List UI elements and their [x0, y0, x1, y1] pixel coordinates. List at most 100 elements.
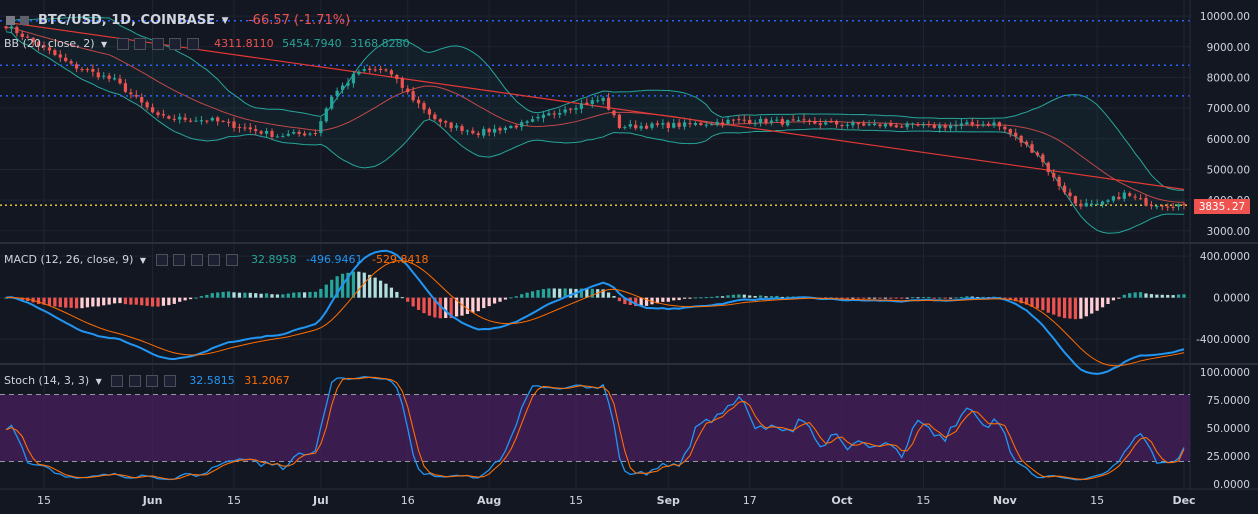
macd-histogram-bar	[1068, 297, 1072, 319]
price-axis-label: 3000.00	[1207, 226, 1250, 238]
candle-body	[639, 126, 643, 129]
macd-histogram-bar	[80, 297, 84, 309]
candle-body	[1046, 162, 1050, 173]
candle-body	[655, 123, 660, 125]
macd-histogram-bar	[1062, 297, 1067, 319]
candle-body	[644, 125, 649, 129]
macd-histogram-bar	[47, 297, 52, 306]
candle-body	[340, 85, 345, 90]
candle-body	[807, 120, 812, 122]
eye-icon[interactable]	[155, 254, 168, 266]
candle-body	[905, 123, 909, 128]
candle-body	[758, 118, 763, 123]
macd-histogram-bar	[1122, 294, 1126, 298]
plus-icon[interactable]	[169, 38, 182, 50]
candle-body	[378, 68, 383, 71]
candle-body	[313, 132, 318, 134]
candle-body	[623, 127, 627, 129]
candle-body	[64, 57, 68, 62]
macd-histogram-bar	[286, 293, 290, 298]
header-bar: BTC/USD, 1D, COINBASE ▼ -66.57 (-1.71%)	[6, 13, 350, 28]
macd-histogram-bar	[205, 294, 209, 298]
macd-histogram-bar	[715, 296, 719, 298]
macd-histogram-bar	[1035, 297, 1040, 309]
plus-icon[interactable]	[146, 375, 159, 387]
chevron-down-icon[interactable]: ▼	[101, 40, 108, 49]
candle-body	[1149, 205, 1154, 207]
braces-icon[interactable]	[190, 254, 203, 266]
candle-body	[824, 122, 828, 125]
macd-histogram-bar	[726, 295, 730, 298]
candle-body	[693, 123, 698, 126]
close-icon[interactable]	[225, 254, 238, 266]
gear-icon[interactable]	[134, 38, 147, 50]
macd-histogram-bar	[1030, 297, 1034, 307]
candle-body	[330, 96, 334, 109]
candle-body	[1084, 203, 1088, 207]
macd-histogram-bar	[601, 289, 605, 298]
chevron-down-icon[interactable]: ▼	[95, 377, 102, 386]
macd-histogram-bar	[786, 296, 790, 298]
macd-histogram-bar	[145, 297, 149, 306]
macd-histogram-bar	[330, 279, 334, 298]
eye-icon[interactable]	[116, 38, 129, 50]
macd-histogram-bar	[156, 297, 160, 307]
candle-body	[384, 69, 388, 71]
candle-body	[471, 130, 475, 134]
macd-histogram-bar	[769, 296, 774, 298]
candle-body	[927, 124, 931, 126]
macd-histogram-bar	[134, 297, 138, 305]
macd-histogram-bar	[1024, 297, 1029, 305]
stoch-axis-label: 75.0000	[1207, 395, 1250, 407]
macd-histogram-bar	[476, 297, 480, 312]
candle-body	[1090, 203, 1094, 205]
price-axis-label: 5000.00	[1207, 164, 1250, 176]
macd-histogram-bar	[368, 274, 372, 298]
candle-body	[1073, 196, 1078, 204]
eye-icon[interactable]	[111, 375, 124, 387]
price-axis-label: 6000.00	[1207, 134, 1250, 146]
macd-histogram-bar	[1155, 294, 1159, 298]
macd-histogram-bar	[943, 297, 947, 299]
candle-body	[91, 68, 95, 72]
macd-histogram-bar	[1176, 294, 1181, 298]
chevron-down-icon[interactable]: ▼	[139, 256, 147, 265]
macd-value-hist: 32.8958	[251, 253, 297, 266]
symbol-icon	[6, 16, 15, 25]
macd-legend-name[interactable]: MACD (12, 26, close, 9)	[4, 253, 134, 266]
macd-histogram-bar	[867, 297, 871, 299]
candle-body	[433, 114, 437, 120]
bb-upper-line	[5, 16, 1185, 191]
close-icon[interactable]	[186, 38, 199, 50]
candle-body	[986, 123, 991, 126]
macd-histogram-bar	[514, 296, 518, 298]
macd-histogram-bar	[547, 288, 551, 298]
candle-body	[134, 95, 138, 97]
stoch-axis-label: 25.0000	[1207, 451, 1250, 463]
macd-histogram-bar	[1090, 297, 1094, 314]
braces-icon[interactable]	[151, 38, 164, 50]
chevron-down-icon[interactable]: ▼	[221, 15, 229, 26]
candle-body	[634, 124, 638, 129]
symbol-title[interactable]: BTC/USD, 1D, COINBASE	[38, 13, 216, 28]
close-icon[interactable]	[163, 375, 176, 387]
candle-body	[726, 119, 730, 125]
candle-body	[183, 117, 187, 120]
gear-icon[interactable]	[173, 254, 186, 266]
macd-histogram-bar	[232, 292, 236, 298]
price-tag: 3835.27	[1194, 199, 1250, 214]
plus-icon[interactable]	[208, 254, 221, 266]
candle-body	[742, 119, 746, 121]
candle-body	[574, 108, 578, 110]
macd-histogram-bar	[357, 271, 361, 298]
macd-histogram-bar	[894, 297, 898, 299]
stoch-legend-name[interactable]: Stoch (14, 3, 3)	[4, 374, 90, 387]
candle-body	[764, 119, 768, 124]
gear-icon[interactable]	[128, 375, 141, 387]
macd-histogram-bar	[954, 297, 958, 299]
bb-legend-name[interactable]: BB (20, close, 2)	[4, 37, 95, 50]
candle-body	[514, 125, 518, 128]
macd-histogram-bar	[525, 292, 529, 298]
